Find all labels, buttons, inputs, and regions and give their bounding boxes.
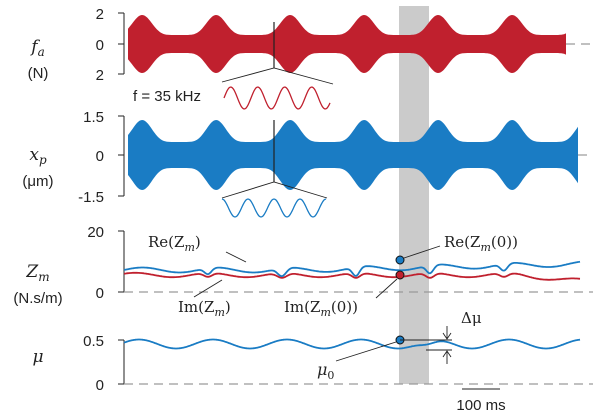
mu-line bbox=[123, 338, 581, 350]
panel-mu: μ 0.5 0 Δμ μ0 bbox=[32, 309, 593, 394]
xp-unit: (μm) bbox=[22, 173, 53, 190]
freq-label: f = 35 kHz bbox=[133, 88, 201, 105]
delta-mu-arrow-down bbox=[442, 326, 452, 340]
fa-tick-label-top: 2 bbox=[96, 6, 104, 23]
xp-zoom-lines bbox=[221, 181, 328, 199]
re-zm0-pointer bbox=[403, 245, 441, 259]
mu-tick-label-bot: 0 bbox=[96, 377, 104, 394]
mu0-pointer bbox=[335, 341, 397, 362]
fa-tick-label-mid: 0 bbox=[96, 37, 104, 54]
im-zm0-dot bbox=[395, 270, 405, 280]
fa-tick-label-bot: 2 bbox=[96, 67, 104, 84]
delta-mu-arrow-up bbox=[442, 350, 452, 364]
panel-xp: xp (μm) 1.5 0 -1.5 bbox=[22, 109, 593, 218]
xp-zoom-sine bbox=[221, 198, 327, 218]
scale-bar-label: 100 ms bbox=[456, 397, 505, 414]
im-zm0-label: Im(Zm(0)) bbox=[284, 298, 358, 319]
zm-im-line bbox=[123, 271, 581, 281]
re-zm-pointer bbox=[225, 251, 247, 263]
zm-tick-label-bot: 0 bbox=[96, 285, 104, 302]
xp-tick-label-top: 1.5 bbox=[83, 109, 104, 126]
xp-label: xp bbox=[29, 145, 47, 167]
fa-zoom-sine bbox=[223, 86, 331, 110]
mu0-label: μ0 bbox=[317, 360, 334, 382]
im-zm-label: Im(Zm) bbox=[178, 298, 231, 319]
panel-fa: fa (N) 2 0 2 f = 35 kHz bbox=[28, 6, 593, 110]
fa-unit: (N) bbox=[28, 65, 49, 82]
zm-label: Zm bbox=[25, 262, 49, 284]
zm-re-line bbox=[123, 260, 581, 277]
re-zm0-label: Re(Zm(0)) bbox=[444, 233, 518, 254]
mu-tick-label-top: 0.5 bbox=[83, 333, 104, 350]
xp-envelope bbox=[128, 120, 578, 190]
xp-tick-label-mid: 0 bbox=[96, 148, 104, 165]
fa-zoom-lines bbox=[221, 67, 334, 85]
highlight-window bbox=[399, 6, 429, 384]
zm-unit: (N.s/m) bbox=[13, 290, 62, 307]
im-zm-pointer bbox=[193, 279, 223, 298]
panel-zm: Zm (N.s/m) 20 0 Re(Zm) Im(Zm) Re(Zm(0)) … bbox=[13, 224, 593, 319]
re-zm-label: Re(Zm) bbox=[148, 233, 201, 254]
im-zm0-pointer bbox=[375, 278, 398, 299]
re-zm0-dot bbox=[395, 255, 405, 265]
delta-mu-label: Δμ bbox=[461, 309, 482, 327]
fa-envelope bbox=[128, 15, 566, 73]
zm-tick-label-top: 20 bbox=[87, 224, 104, 241]
mu-label: μ bbox=[32, 347, 43, 367]
fa-label: fa bbox=[29, 37, 44, 59]
xp-tick-label-bot: -1.5 bbox=[78, 189, 104, 206]
